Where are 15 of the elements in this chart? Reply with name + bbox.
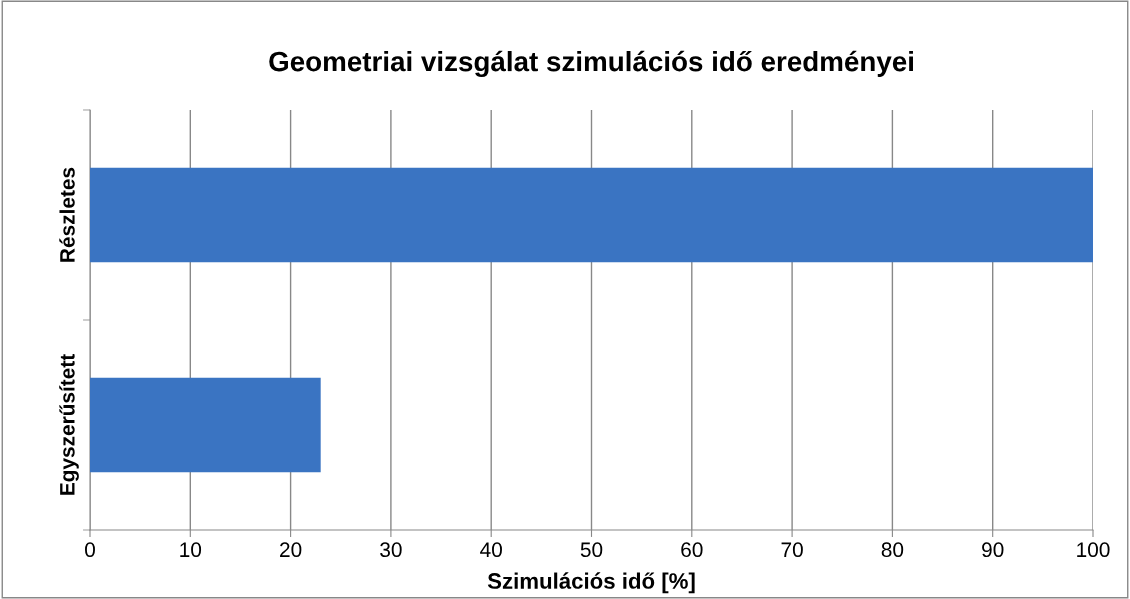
x-tick-label: 60: [681, 542, 703, 558]
x-tick-label: 0: [85, 542, 95, 558]
x-tick-label: 80: [881, 542, 904, 558]
chart-title: Geometriai vizsgálat szimulációs idő eredményei: [269, 50, 913, 77]
y-tick-label: Részletes: [59, 167, 75, 262]
x-tick-label: 70: [781, 542, 803, 558]
x-tick-label: 50: [580, 542, 603, 558]
x-tick-label: 30: [380, 542, 402, 558]
x-axis-title: Szimulációs idő [%]: [487, 572, 695, 594]
x-tick-label: 90: [982, 542, 1004, 558]
y-tick-label: Egyszerűsített: [59, 354, 79, 495]
x-tick-label: 20: [280, 542, 302, 558]
x-tick-label: 10: [180, 542, 202, 558]
x-tick-label: 40: [480, 542, 502, 558]
x-tick-label: 100: [1077, 542, 1110, 558]
